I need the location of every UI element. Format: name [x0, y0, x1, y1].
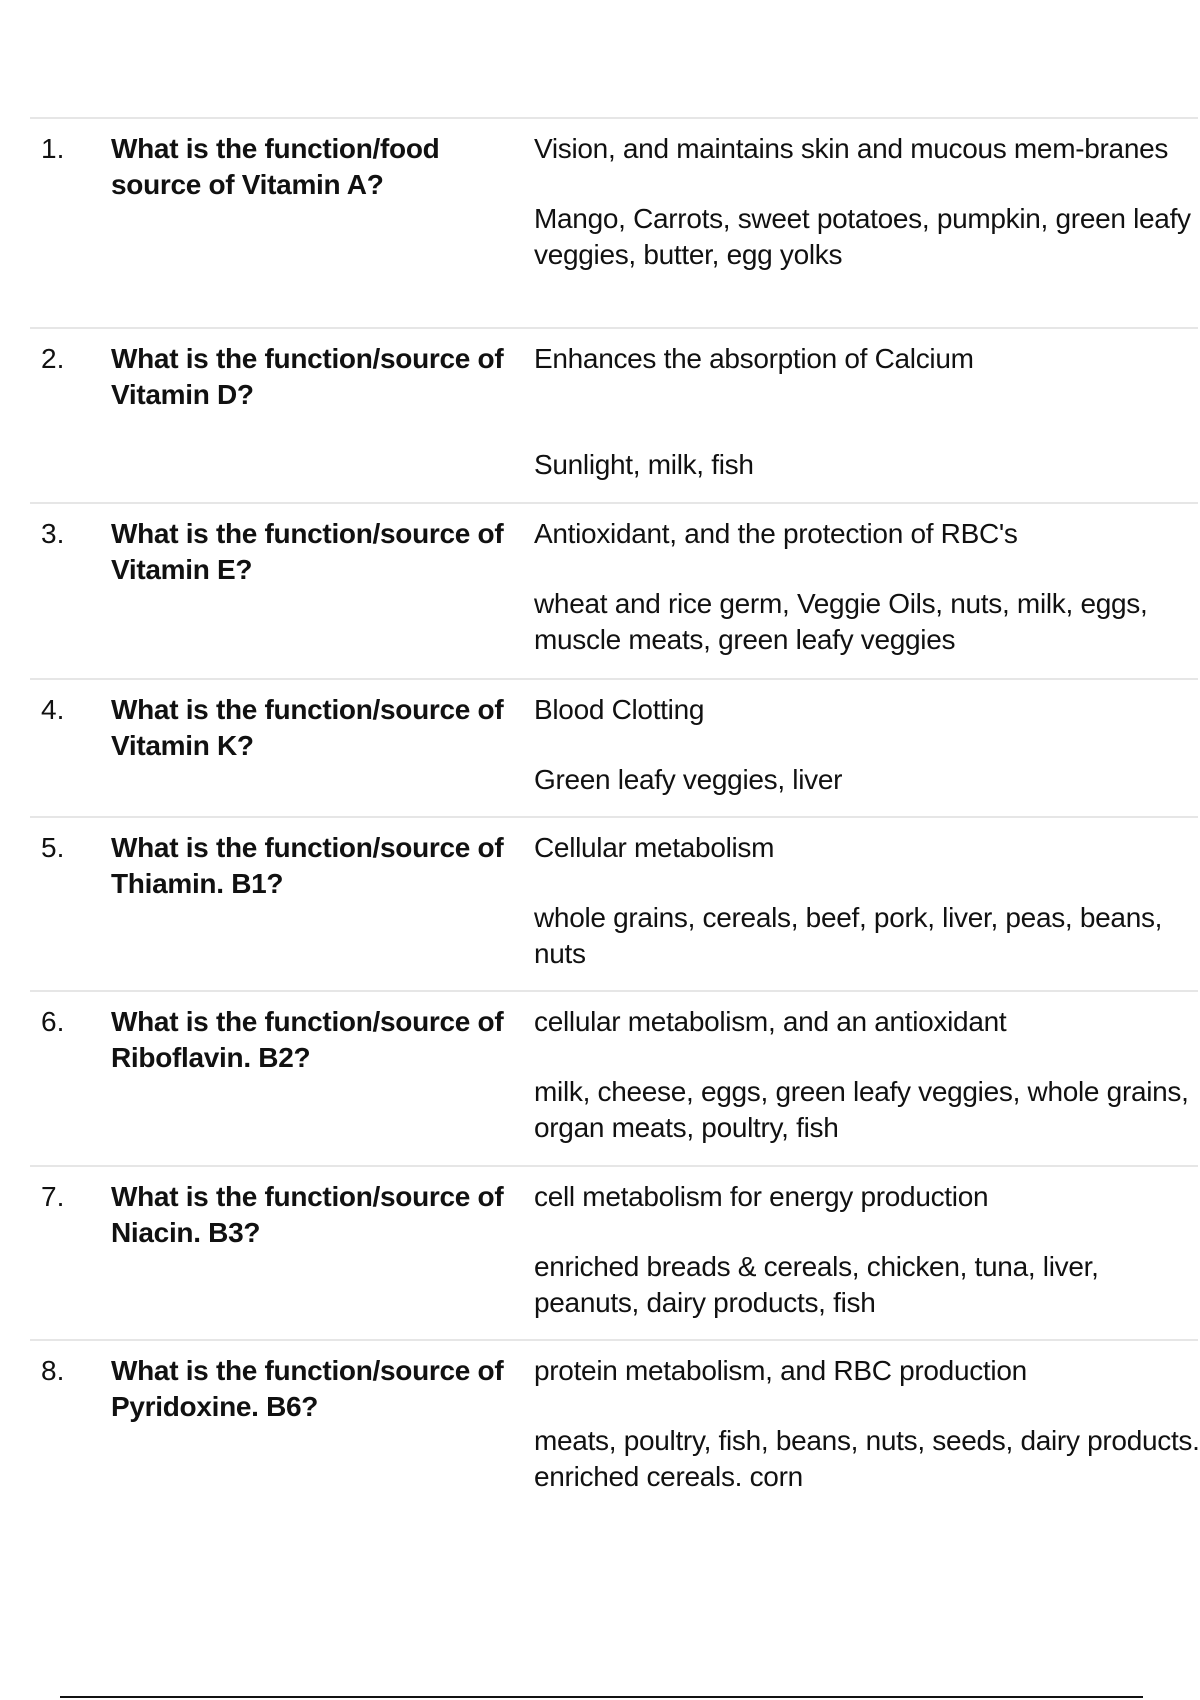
card-question: What is the function/food source of Vita… — [111, 133, 440, 200]
answer-source: whole grains, cereals, beef, pork, liver… — [534, 902, 1163, 969]
answer-source: enriched breads & cereals, chicken, tuna… — [534, 1251, 1099, 1318]
answer-source: milk, cheese, eggs, green leafy veggies,… — [534, 1076, 1189, 1143]
answer-function: Cellular metabolism — [534, 832, 775, 863]
answer-source: Sunlight, milk, fish — [534, 449, 754, 480]
answer-source: wheat and rice germ, Veggie Oils, nuts, … — [534, 588, 1148, 655]
card-row: 8. What is the function/source of Pyrido… — [30, 1339, 1200, 1492]
answer-function: cell metabolism for energy production — [534, 1181, 989, 1212]
answer-function: Enhances the absorption of Calcium — [534, 343, 974, 374]
card-number: 4. — [41, 694, 65, 725]
card-answer: Blood Clotting Green leafy veggies, live… — [534, 692, 1200, 798]
card-question: What is the function/source of Vitamin E… — [111, 518, 504, 585]
card-row: 1. What is the function/food source of V… — [30, 117, 1198, 327]
card-number: 7. — [41, 1181, 65, 1212]
card-number: 1. — [41, 133, 65, 164]
answer-source: Mango, Carrots, sweet potatoes, pumpkin,… — [534, 203, 1191, 270]
card-question: What is the function/source of Thiamin. … — [111, 832, 504, 899]
card-answer: Enhances the absorption of Calcium Sunli… — [534, 341, 1200, 483]
answer-function: Antioxidant, and the protection of RBC's — [534, 518, 1018, 549]
answer-source: meats, poultry, fish, beans, nuts, seeds… — [534, 1425, 1200, 1492]
answer-function: cellular metabolism, and an antioxidant — [534, 1006, 1007, 1037]
card-question: What is the function/source of Riboflavi… — [111, 1006, 504, 1073]
card-row: 6. What is the function/source of Ribofl… — [30, 990, 1198, 1143]
bottom-divider — [60, 1696, 1143, 1698]
card-number: 8. — [41, 1355, 65, 1386]
card-answer: Vision, and maintains skin and mucous me… — [534, 131, 1200, 273]
card-question: What is the function/source of Pyridoxin… — [111, 1355, 504, 1422]
card-answer: Antioxidant, and the protection of RBC's… — [534, 516, 1200, 658]
card-question: What is the function/source of Niacin. B… — [111, 1181, 504, 1248]
card-answer: cell metabolism for energy production en… — [534, 1179, 1200, 1321]
card-answer: cellular metabolism, and an antioxidant … — [534, 1004, 1200, 1146]
card-answer: protein metabolism, and RBC production m… — [534, 1353, 1200, 1495]
card-row: 5. What is the function/source of Thiami… — [30, 816, 1198, 969]
answer-function: Vision, and maintains skin and mucous me… — [534, 133, 1169, 164]
card-row: 2. What is the function/source of Vitami… — [30, 327, 1198, 502]
card-number: 2. — [41, 343, 65, 374]
card-question: What is the function/source of Vitamin D… — [111, 343, 504, 410]
card-number: 5. — [41, 832, 65, 863]
card-number: 6. — [41, 1006, 65, 1037]
card-row: 4. What is the function/source of Vitami… — [30, 678, 1198, 795]
answer-function: protein metabolism, and RBC production — [534, 1355, 1027, 1386]
answer-function: Blood Clotting — [534, 694, 705, 725]
card-number: 3. — [41, 518, 65, 549]
answer-source: Green leafy veggies, liver — [534, 764, 843, 795]
card-row: 7. What is the function/source of Niacin… — [30, 1165, 1198, 1318]
card-question: What is the function/source of Vitamin K… — [111, 694, 504, 761]
card-answer: Cellular metabolism whole grains, cereal… — [534, 830, 1200, 972]
card-row: 3. What is the function/source of Vitami… — [30, 502, 1198, 655]
